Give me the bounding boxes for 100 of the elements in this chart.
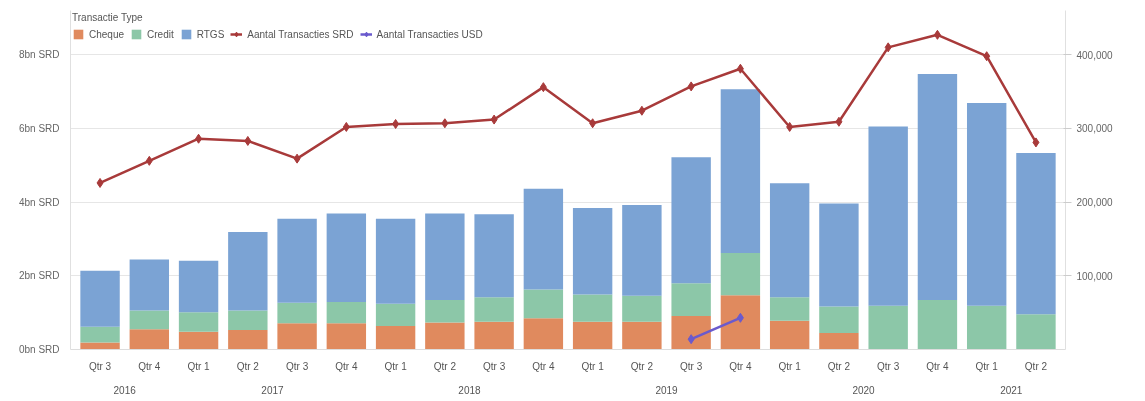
- point: [392, 118, 400, 129]
- point: [342, 121, 350, 132]
- bar: [917, 73, 958, 301]
- x-tick-label: Qtr 3: [877, 360, 900, 372]
- x-tick-label: Qtr 4: [926, 360, 949, 372]
- x-tick-label: Qtr 1: [581, 360, 605, 372]
- point: [687, 81, 695, 92]
- legend-label: Aantal Transacties USD: [376, 28, 483, 40]
- bar: [129, 259, 170, 311]
- legend-label: Cheque: [89, 28, 125, 40]
- bar: [819, 203, 859, 307]
- point: [195, 133, 203, 144]
- bar: [769, 297, 810, 321]
- x-tick-label: Qtr 3: [88, 360, 112, 372]
- x-tick-label: Qtr 2: [1024, 360, 1048, 372]
- point: [736, 312, 744, 323]
- point: [736, 63, 744, 74]
- bar: [277, 302, 317, 324]
- bar: [425, 322, 465, 350]
- bar: [375, 218, 416, 304]
- legend-label: Aantal Transacties SRD: [247, 28, 354, 40]
- bar: [425, 213, 465, 301]
- x-tick-label: Qtr 3: [285, 360, 309, 372]
- legend-label: RTGS: [196, 28, 225, 40]
- bar: [868, 305, 908, 350]
- point: [441, 118, 449, 129]
- x-tick-label: Qtr 2: [827, 360, 851, 372]
- y2-tick-label: 200,000: [1076, 197, 1114, 209]
- bar: [671, 315, 711, 350]
- point: [884, 42, 892, 53]
- bar: [622, 321, 662, 350]
- bar: [1016, 153, 1056, 315]
- x-tick-label: Qtr 1: [384, 360, 408, 372]
- point: [1032, 137, 1040, 148]
- bar: [326, 323, 367, 350]
- bar: [572, 321, 613, 350]
- y-tick-label: 8bn SRD: [18, 49, 60, 61]
- point: [786, 121, 794, 132]
- bar: [671, 283, 711, 316]
- bar: [129, 329, 170, 350]
- point: [687, 334, 695, 345]
- text: 2016: [113, 384, 137, 396]
- y-tick-label: 0bn SRD: [18, 344, 60, 355]
- bar: [178, 260, 219, 313]
- bar: [228, 310, 268, 330]
- x-tick-label: Qtr 1: [975, 360, 999, 372]
- x-tick-label: Qtr 2: [433, 360, 457, 372]
- x-tick-label: Qtr 4: [335, 360, 358, 372]
- point: [96, 177, 104, 188]
- bar: [80, 270, 120, 327]
- bar: [523, 289, 564, 319]
- x-tick-label: Qtr 1: [778, 360, 802, 372]
- bar: [966, 305, 1007, 350]
- text: 2019: [655, 384, 679, 396]
- bar: [769, 320, 810, 350]
- bar: [375, 325, 416, 350]
- point: [145, 155, 153, 166]
- text: 2020: [852, 384, 876, 396]
- bar: [326, 301, 367, 324]
- bar: [326, 213, 367, 302]
- x-tick-label: Qtr 1: [187, 360, 211, 372]
- bar: [720, 295, 761, 350]
- bar: [622, 205, 662, 296]
- bar: [523, 318, 564, 350]
- y2-tick-label: 100,000: [1076, 270, 1114, 282]
- point: [539, 82, 547, 93]
- bar: [720, 252, 761, 296]
- bar: [129, 310, 170, 330]
- bar: [80, 342, 120, 350]
- bar: [1016, 314, 1056, 350]
- point: [490, 114, 498, 125]
- bar: [178, 331, 219, 350]
- bar: [474, 321, 514, 350]
- bar: [277, 323, 317, 350]
- bar: [523, 188, 564, 290]
- bar: [819, 332, 859, 350]
- y-tick-label: 6bn SRD: [18, 122, 60, 134]
- bar: [375, 303, 416, 326]
- text: 2018: [458, 384, 482, 396]
- point: [293, 153, 301, 164]
- point: [244, 135, 252, 146]
- legend-label: Credit: [147, 28, 174, 40]
- bar: [966, 102, 1007, 306]
- bar: [178, 312, 219, 332]
- bar: [868, 126, 908, 306]
- y2-tick-label: 400,000: [1076, 49, 1114, 61]
- bar: [425, 300, 465, 323]
- bar: [228, 329, 268, 350]
- bar: [474, 214, 514, 298]
- x-tick-label: Qtr 2: [236, 360, 260, 372]
- bar: [80, 326, 120, 343]
- x-tick-label: Qtr 2: [630, 360, 654, 372]
- bar: [277, 218, 317, 303]
- x-tick-label: Qtr 4: [532, 360, 555, 372]
- bar: [622, 295, 662, 322]
- bar: [228, 231, 268, 311]
- bar: [671, 157, 711, 284]
- bar: [819, 306, 859, 333]
- bar: [720, 89, 761, 253]
- bar: [572, 294, 613, 322]
